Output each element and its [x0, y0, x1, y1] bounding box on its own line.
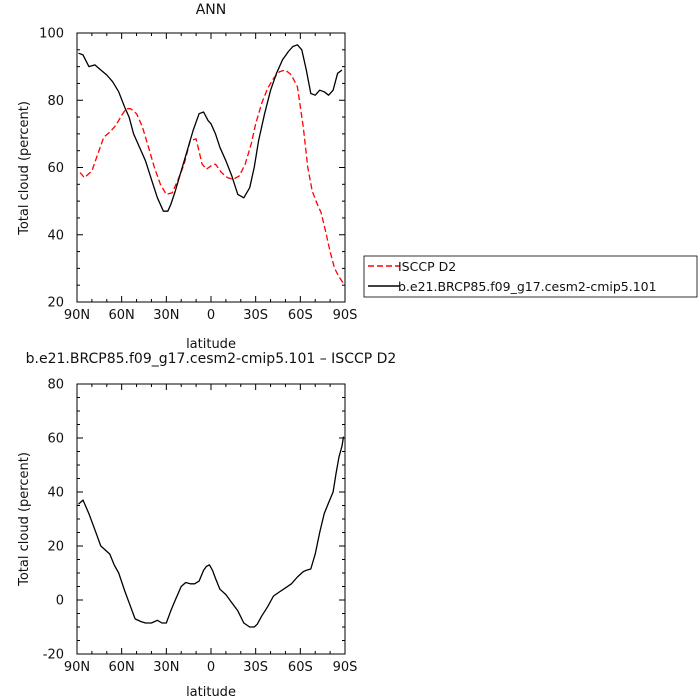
top-chart: ANN 90N 60N 30N 0 30S 60S 90S 20 40 60 80 100 lati…: [17, 2, 698, 352]
x-tick-label: 60N: [109, 308, 135, 323]
y-tick-label: 60: [47, 161, 64, 176]
y-tick-label: 20: [47, 540, 64, 555]
x-tick-label: 60S: [288, 660, 313, 675]
y-tick-label: 40: [47, 486, 64, 501]
y-tick-label: 60: [47, 432, 64, 447]
x-tick-label: 90S: [333, 308, 358, 323]
x-tick-label: 60N: [109, 660, 135, 675]
series-line-0: [78, 436, 345, 628]
series-line-0: [79, 69, 345, 284]
x-axis-label: latitude: [186, 685, 236, 700]
x-tick-label: 0: [207, 660, 215, 675]
bottom-chart: b.e21.BRCP85.f09_g17.cesm2-cmip5.101 – I…: [17, 351, 396, 700]
x-axis-label: latitude: [186, 337, 236, 352]
y-tick-label: 20: [47, 296, 64, 311]
chart-title: ANN: [196, 2, 227, 18]
legend-label-isccp: ISCCP D2: [398, 259, 456, 274]
legend-box: [363, 255, 698, 298]
y-tick-label: -20: [43, 648, 64, 663]
y-tick-label: 0: [56, 594, 64, 609]
legend: ISCCP D2 b.e21.BRCP85.f09_g17.cesm2-cmip…: [363, 255, 698, 298]
x-tick-label: 60S: [288, 308, 313, 323]
x-axis: 90N 60N 30N 0 30S 60S 90S: [64, 384, 358, 675]
x-tick-label: 30S: [243, 308, 268, 323]
y-tick-label: 80: [47, 94, 64, 109]
x-tick-label: 90S: [333, 660, 358, 675]
legend-label-model: b.e21.BRCP85.f09_g17.cesm2-cmip5.101: [398, 279, 657, 294]
x-tick-label: 30S: [243, 660, 268, 675]
y-axis: 20 40 60 80 100: [39, 27, 345, 311]
y-axis-label: Total cloud (percent): [17, 452, 32, 587]
plot-frame: [76, 32, 346, 303]
x-tick-label: 90N: [64, 660, 90, 675]
x-tick-label: 30N: [153, 660, 179, 675]
y-tick-label: 80: [47, 378, 64, 393]
series-lines: [78, 436, 345, 628]
x-tick-label: 30N: [153, 308, 179, 323]
plot-frame: [76, 383, 346, 655]
series-lines: [78, 44, 345, 284]
x-tick-label: 90N: [64, 308, 90, 323]
y-axis: -20 0 20 40 60 80: [43, 378, 345, 663]
y-axis-label: Total cloud (percent): [17, 101, 32, 236]
x-axis: 90N 60N 30N 0 30S 60S 90S: [64, 33, 358, 323]
x-tick-label: 0: [207, 308, 215, 323]
y-tick-label: 100: [39, 27, 64, 42]
chart-title: b.e21.BRCP85.f09_g17.cesm2-cmip5.101 – I…: [26, 351, 397, 367]
y-tick-label: 40: [47, 228, 64, 243]
series-line-1: [78, 44, 343, 212]
